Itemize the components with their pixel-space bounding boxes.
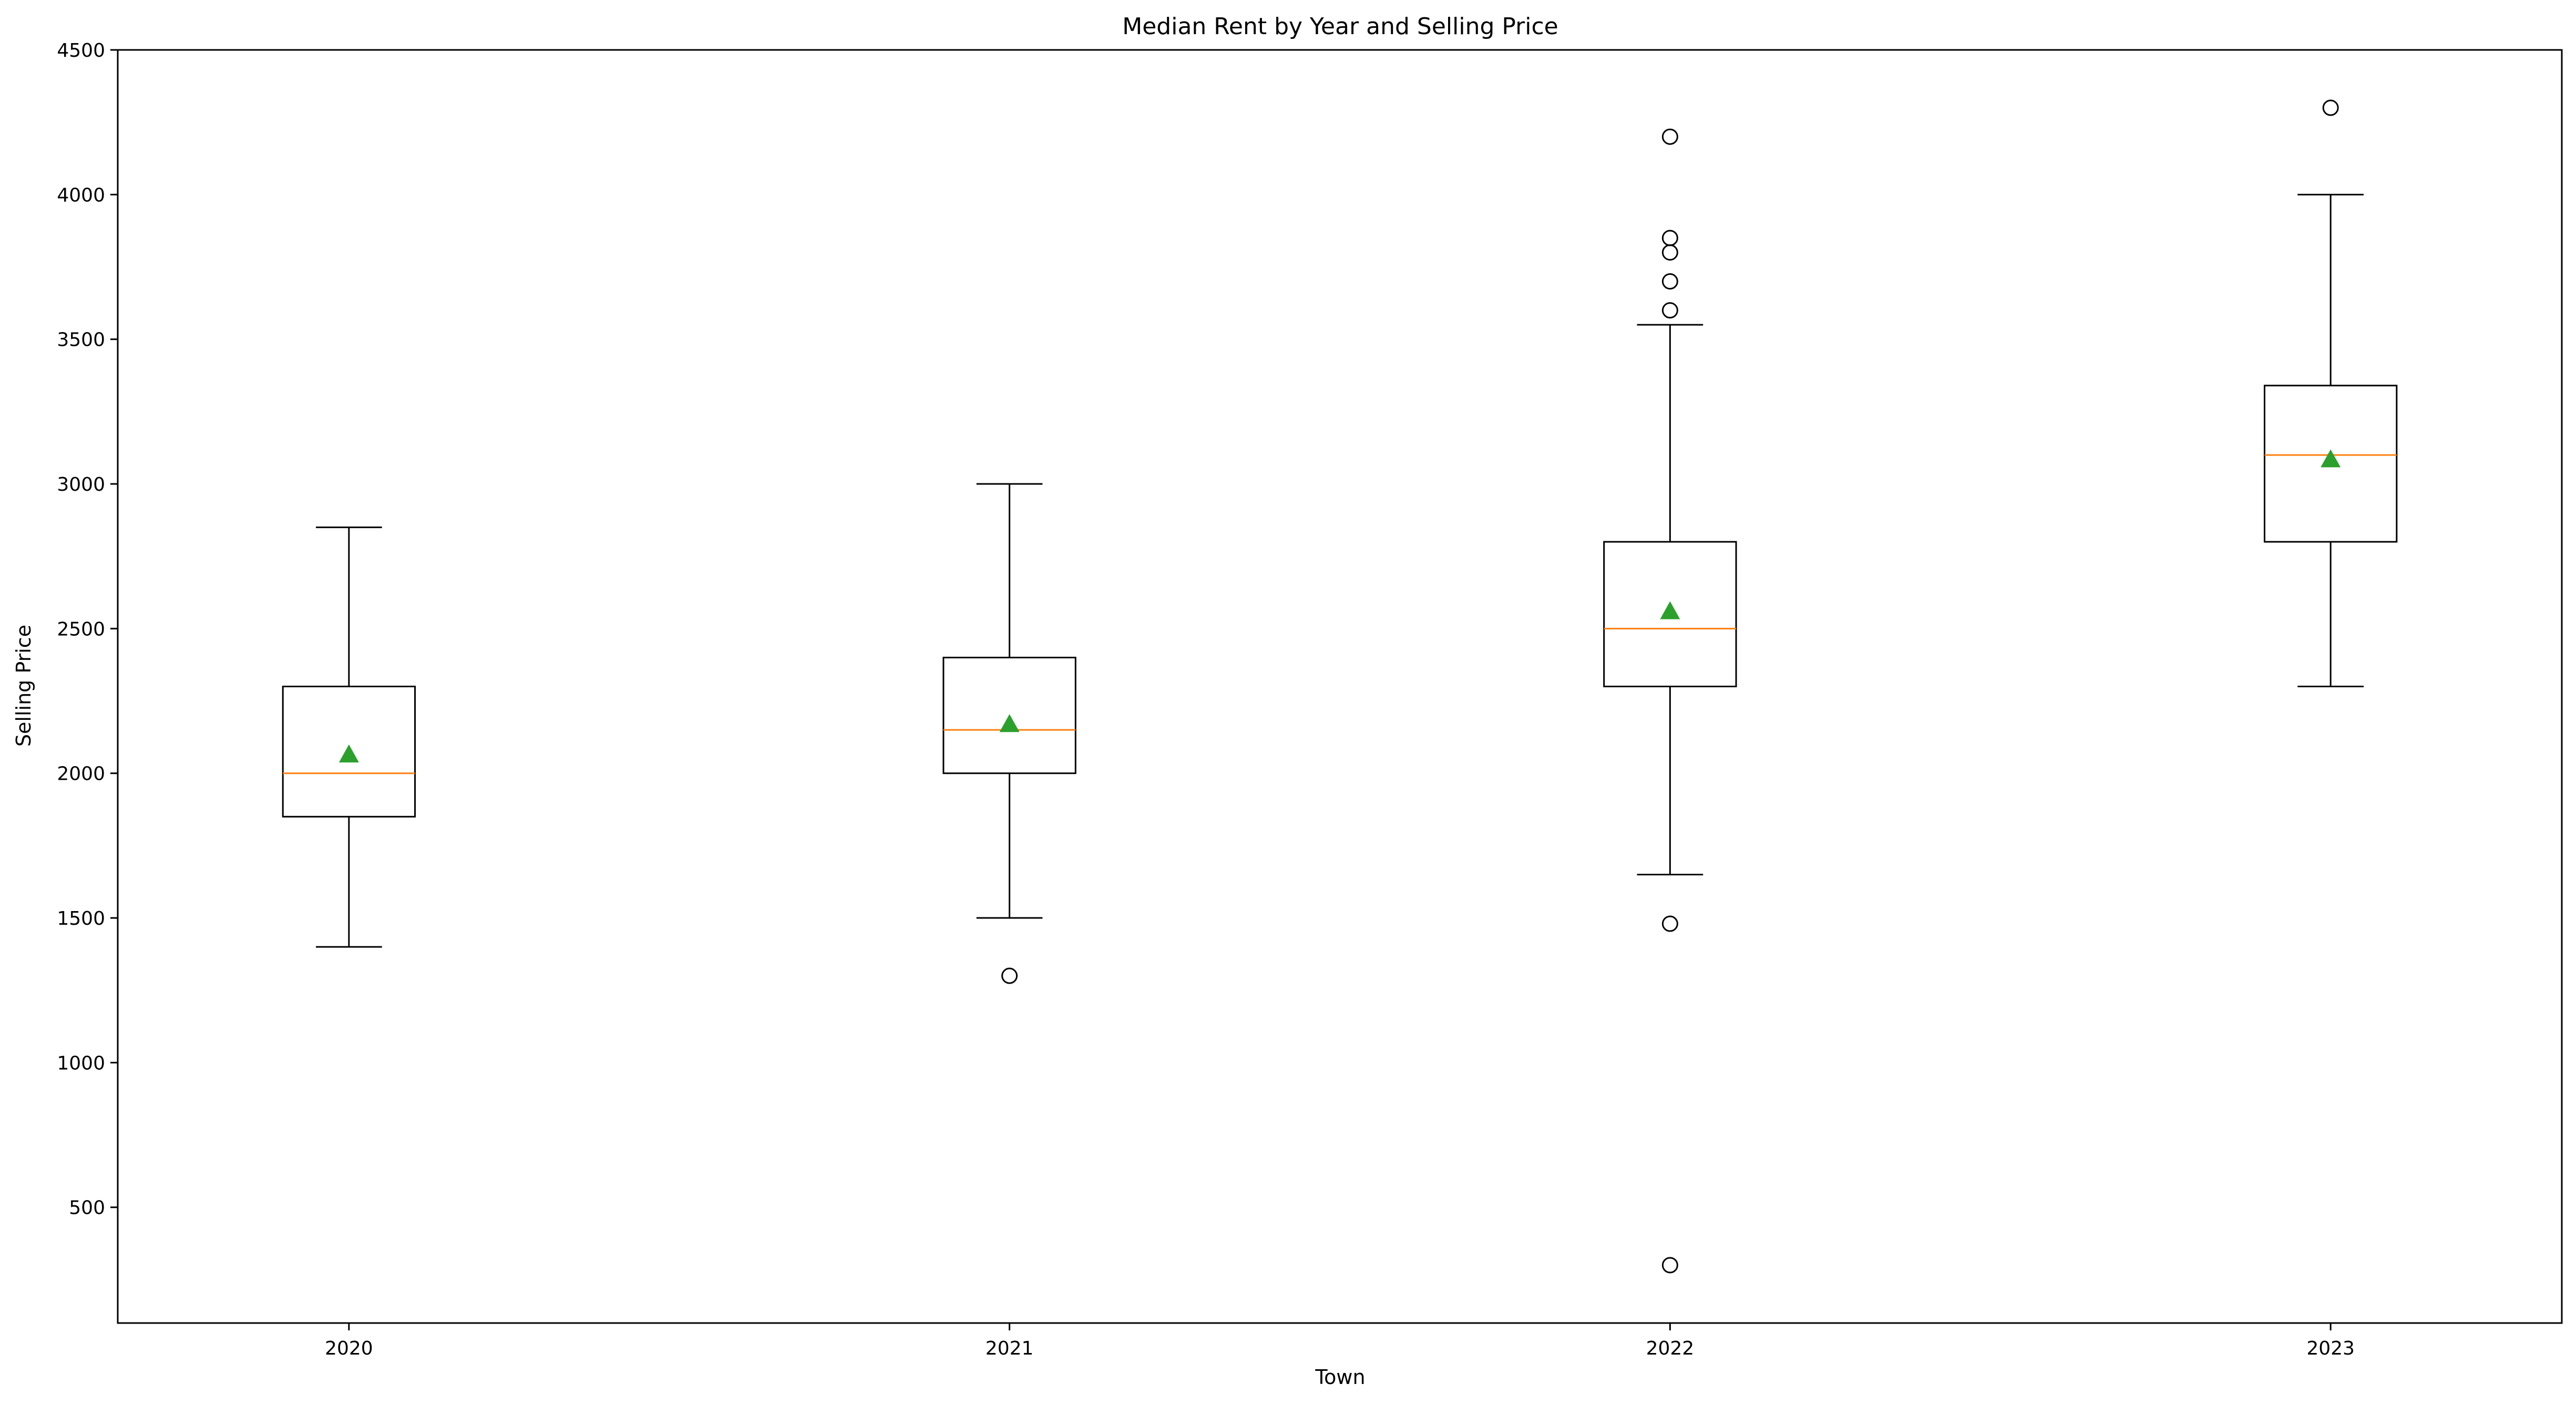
box-2021 [942, 483, 1076, 984]
iqr-box [282, 686, 416, 818]
mean-marker [2321, 449, 2341, 468]
outlier-point [1001, 967, 1018, 984]
outlier-point [1661, 244, 1678, 261]
y-tick-label: 1000 [57, 1052, 105, 1074]
outlier-point [1661, 302, 1678, 319]
y-tick-label: 4000 [57, 184, 105, 206]
iqr-box [2263, 385, 2398, 543]
box-2023 [2263, 99, 2398, 687]
y-axis-label: Selling Price [12, 625, 35, 747]
chart-title: Median Rent by Year and Selling Price [1122, 13, 1558, 40]
outlier-point [1661, 1257, 1678, 1274]
y-tick-label: 500 [69, 1197, 105, 1219]
x-tick-label: 2021 [986, 1338, 1034, 1359]
outlier-point [1661, 273, 1678, 290]
axis-ticks: 500 1000 1500 2000 2500 3000 3500 4000 4500 2020 2… [57, 40, 2355, 1359]
box-2020 [282, 526, 416, 948]
x-tick-label: 2023 [2306, 1338, 2355, 1359]
x-axis-label: Town [1315, 1366, 1365, 1389]
y-tick-label: 2500 [57, 618, 105, 640]
y-tick-label: 4500 [57, 40, 105, 61]
plot-area-frame [117, 49, 2563, 1324]
y-tick-label: 3000 [57, 474, 105, 495]
box-series [282, 99, 2398, 1274]
mean-marker [338, 744, 359, 763]
outlier-point [1661, 128, 1678, 145]
mean-marker [1660, 601, 1680, 619]
y-tick-label: 3500 [57, 329, 105, 351]
outlier-point [1661, 915, 1678, 932]
y-tick-label: 2000 [57, 763, 105, 785]
x-tick-label: 2022 [1646, 1338, 1695, 1359]
x-tick-label: 2020 [325, 1338, 373, 1359]
box-2022 [1603, 128, 1737, 1274]
iqr-box [1603, 541, 1737, 687]
y-tick-label: 1500 [57, 908, 105, 929]
iqr-box [942, 656, 1076, 774]
outlier-point [2322, 99, 2339, 116]
outlier-point [1661, 230, 1678, 246]
mean-marker [999, 714, 1020, 732]
